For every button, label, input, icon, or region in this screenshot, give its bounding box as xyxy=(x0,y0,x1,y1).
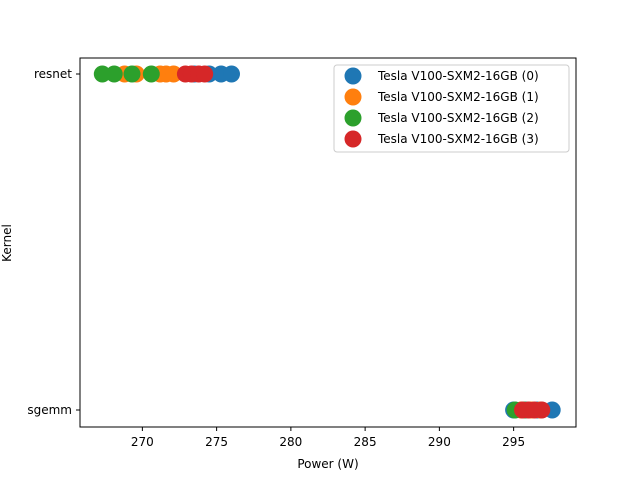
x-tick-label: 270 xyxy=(131,435,154,449)
legend-entry: Tesla V100-SXM2-16GB (0) xyxy=(377,69,539,83)
legend-frame xyxy=(333,64,570,153)
data-point xyxy=(123,65,141,83)
legend-marker xyxy=(344,130,362,148)
legend-entry: Tesla V100-SXM2-16GB (2) xyxy=(377,111,539,125)
x-tick-label: 285 xyxy=(354,435,377,449)
x-tick-label: 275 xyxy=(205,435,228,449)
y-axis: sgemm resnet xyxy=(27,67,80,417)
y-tick-label: sgemm xyxy=(27,403,72,417)
legend-entry: Tesla V100-SXM2-16GB (3) xyxy=(377,132,539,146)
plot-frame xyxy=(79,57,577,428)
y-axis-label: Kernel xyxy=(0,224,14,262)
legend-entry: Tesla V100-SXM2-16GB (1) xyxy=(377,90,539,104)
legend-marker xyxy=(344,88,362,106)
legend-marker xyxy=(344,67,362,85)
data-point xyxy=(533,401,551,419)
x-axis: 270 275 280 285 290 295 xyxy=(131,427,525,449)
x-tick-label: 280 xyxy=(279,435,302,449)
data-point xyxy=(105,65,123,83)
data-point xyxy=(93,65,111,83)
data-point xyxy=(165,65,183,83)
x-axis-label: Power (W) xyxy=(297,457,358,471)
data-points xyxy=(93,65,561,419)
y-tick-label: resnet xyxy=(34,67,72,81)
data-point xyxy=(142,65,160,83)
data-point xyxy=(196,65,214,83)
legend-marker xyxy=(344,109,362,127)
x-tick-label: 290 xyxy=(428,435,451,449)
legend: Tesla V100-SXM2-16GB (0) Tesla V100-SXM2-… xyxy=(333,64,570,153)
x-tick-label: 295 xyxy=(502,435,525,449)
data-point xyxy=(223,65,240,83)
